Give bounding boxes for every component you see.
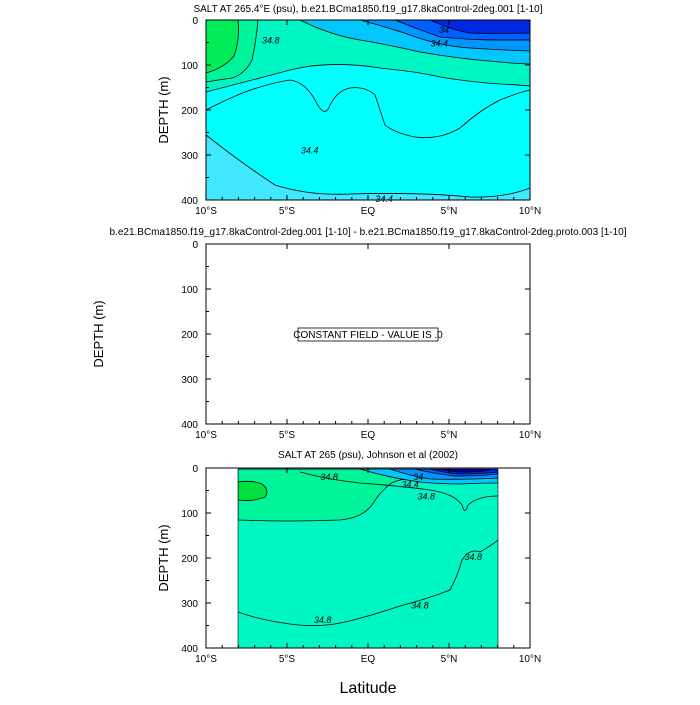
contour-label: 34	[413, 472, 423, 482]
x-axis-label: Latitude	[340, 680, 397, 697]
contour-label: 34	[439, 25, 449, 35]
x-tick-label: 5°S	[279, 206, 296, 217]
x-tick-label: 5°N	[441, 654, 458, 665]
panel1-region-deep-salty	[206, 134, 530, 200]
panel1-ylabel: DEPTH (m)	[156, 76, 171, 143]
contour-label: 34.4	[401, 480, 419, 490]
y-tick-label: 300	[181, 599, 198, 610]
contour-label: 34.8	[418, 491, 436, 501]
y-tick-label: 0	[192, 464, 198, 475]
x-tick-label: 10°S	[195, 654, 217, 665]
x-tick-label: 10°N	[519, 206, 541, 217]
y-tick-label: 300	[181, 375, 198, 386]
y-tick-label: 200	[181, 106, 198, 117]
panel2-title: b.e21.BCma1850.f19_g17.8kaControl-2deg.0…	[109, 227, 626, 238]
y-tick-label: 0	[192, 16, 198, 27]
contour-label: 34.4	[431, 38, 449, 48]
x-tick-label: 5°N	[441, 430, 458, 441]
panel2-ylabel: DEPTH (m)	[91, 300, 106, 367]
y-tick-label: 200	[181, 330, 198, 341]
x-tick-label: 10°S	[195, 206, 217, 217]
constant-field-annotation: CONSTANT FIELD - VALUE IS .0	[293, 330, 443, 341]
panel1-ticks: 10°S 5°S EQ 5°N 10°N 0 100 200 300 400	[181, 16, 541, 217]
y-tick-label: 300	[181, 151, 198, 162]
contour-label: 34.8	[411, 600, 429, 610]
panel3-contour-fill	[238, 469, 498, 648]
y-tick-label: 0	[192, 240, 198, 251]
y-tick-label: 400	[181, 644, 198, 655]
y-tick-label: 100	[181, 285, 198, 296]
x-tick-label: EQ	[361, 430, 376, 441]
y-tick-label: 400	[181, 420, 198, 431]
y-tick-label: 200	[181, 554, 198, 565]
panel1-region-south-core	[206, 20, 239, 74]
panel3-ylabel: DEPTH (m)	[156, 524, 171, 591]
x-tick-label: 5°S	[279, 654, 296, 665]
x-tick-label: 10°S	[195, 430, 217, 441]
constant-field-box	[297, 327, 439, 342]
contour-label: 34.8	[320, 472, 338, 482]
y-tick-label: 100	[181, 509, 198, 520]
panel3-region-salinity-max	[238, 480, 268, 501]
x-tick-label: 10°N	[519, 654, 541, 665]
panel3-ticks: 10°S 5°S EQ 5°N 10°N 0 100 200 300 400	[181, 464, 541, 665]
panel3-title: SALT AT 265 (psu), Johnson et al (2002)	[278, 450, 458, 461]
y-tick-label: 100	[181, 61, 198, 72]
x-tick-label: EQ	[361, 206, 376, 217]
panel-model-salinity: SALT AT 265.4°E (psu), b.e21.BCma1850.f1…	[156, 4, 543, 217]
panel2-ticks: 10°S 5°S EQ 5°N 10°N 0 100 200 300 400	[181, 240, 541, 441]
panel1-region-north-core	[429, 20, 530, 34]
panel3-contour-line-deep	[238, 539, 498, 626]
x-tick-label: 5°N	[441, 206, 458, 217]
contour-label: 34.8	[465, 552, 483, 562]
x-tick-label: EQ	[361, 654, 376, 665]
panel1-contour-labels: 34.8 34 34.4 34.4 34.4	[262, 25, 449, 204]
panel1-contour-line	[206, 79, 530, 138]
panel3-region-north-minimum	[439, 469, 491, 473]
panel-observed-salinity: SALT AT 265 (psu), Johnson et al (2002) …	[156, 450, 541, 697]
y-tick-label: 400	[181, 196, 198, 207]
contour-label: 34.8	[314, 615, 332, 625]
x-tick-label: 10°N	[519, 430, 541, 441]
panel3-contour-line-shallow	[299, 471, 498, 511]
x-tick-label: 5°S	[279, 430, 296, 441]
panel1-title: SALT AT 265.4°E (psu), b.e21.BCma1850.f1…	[193, 4, 542, 15]
contour-label: 34.4	[375, 194, 393, 204]
panel-difference: b.e21.BCma1850.f19_g17.8kaControl-2deg.0…	[91, 227, 627, 441]
contour-label: 34.4	[301, 146, 319, 156]
contour-label: 34.8	[262, 35, 280, 45]
panel1-contour-fill	[206, 20, 530, 200]
